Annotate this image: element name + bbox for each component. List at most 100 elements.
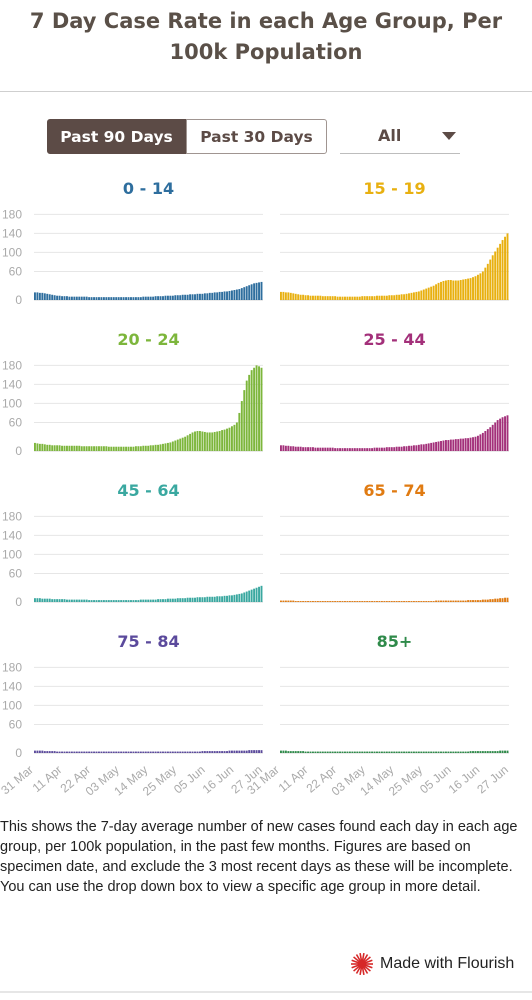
bar <box>331 751 334 753</box>
bar <box>253 283 256 300</box>
y-tick-label: 0 <box>15 595 22 609</box>
bar <box>66 445 68 451</box>
bar <box>56 599 59 602</box>
bar <box>159 599 162 602</box>
flourish-logo-icon <box>351 953 373 975</box>
bar <box>152 599 155 602</box>
bar <box>125 600 128 602</box>
bar <box>435 284 438 300</box>
bar <box>287 445 290 451</box>
bar <box>403 294 406 300</box>
bar <box>312 601 314 602</box>
bar <box>186 751 189 753</box>
bar <box>226 428 228 451</box>
bar <box>174 751 177 753</box>
bar <box>299 601 302 602</box>
bar <box>331 447 334 451</box>
bar <box>420 751 423 753</box>
bar <box>412 751 415 753</box>
bar <box>179 295 182 300</box>
bar <box>417 601 420 602</box>
bar <box>95 446 98 451</box>
bar <box>117 751 120 753</box>
bar <box>297 446 300 451</box>
bar <box>196 751 199 753</box>
bar <box>51 445 54 451</box>
bar <box>383 447 386 451</box>
bar <box>117 600 120 602</box>
bar <box>348 601 351 602</box>
bar <box>171 598 174 602</box>
bar <box>36 443 39 451</box>
y-tick-label: 180 <box>2 660 22 674</box>
bar <box>139 297 142 300</box>
made-with-flourish-link[interactable]: Made with Flourish <box>350 952 514 976</box>
bar <box>351 601 354 602</box>
bar <box>206 596 209 602</box>
age-group-dropdown[interactable]: All <box>340 119 460 154</box>
bar <box>358 448 361 451</box>
bar <box>452 439 455 451</box>
bar <box>221 291 224 300</box>
bar <box>102 446 105 451</box>
bar <box>230 290 233 300</box>
bar <box>48 751 51 753</box>
bar <box>243 592 246 602</box>
bar <box>203 597 206 602</box>
bar <box>70 296 73 300</box>
bar <box>464 600 467 602</box>
bar <box>307 751 309 753</box>
bar <box>425 443 428 451</box>
bar <box>304 447 307 451</box>
x-tick-label: 11 Apr <box>30 763 65 795</box>
bar <box>169 442 172 451</box>
past-30-days-button[interactable]: Past 30 Days <box>186 119 327 154</box>
bar <box>189 433 192 451</box>
bar <box>174 598 177 602</box>
bar <box>449 439 452 451</box>
bar <box>75 751 78 753</box>
bar <box>213 292 216 300</box>
bar <box>154 751 157 753</box>
bar <box>147 296 150 300</box>
bar <box>346 296 349 300</box>
bar <box>449 280 452 300</box>
bar <box>157 751 160 753</box>
bar <box>189 751 192 753</box>
bar <box>63 751 66 753</box>
bar <box>334 296 337 300</box>
bar <box>117 446 120 451</box>
bar <box>339 751 342 753</box>
bar <box>462 279 465 300</box>
bar <box>176 295 179 300</box>
bar <box>447 440 450 451</box>
bar <box>395 751 398 753</box>
y-tick-label: 100 <box>2 698 22 712</box>
bar <box>331 601 334 602</box>
bar <box>206 293 209 300</box>
bar <box>248 374 251 451</box>
bar <box>61 751 63 753</box>
bar <box>43 293 46 300</box>
bar <box>469 751 472 753</box>
bar <box>122 446 125 451</box>
bar <box>48 444 51 451</box>
bar <box>368 751 371 753</box>
past-90-days-button[interactable]: Past 90 Days <box>47 119 186 154</box>
bar <box>171 751 174 753</box>
bar <box>284 750 287 753</box>
bar <box>166 295 169 300</box>
bar <box>34 442 36 451</box>
bar <box>68 599 71 602</box>
bar <box>245 380 248 451</box>
bar <box>41 292 44 300</box>
bar <box>297 601 300 602</box>
bar <box>127 751 130 753</box>
bar <box>348 448 351 451</box>
bar <box>36 292 39 300</box>
bar <box>213 596 216 602</box>
bar <box>376 447 378 451</box>
bar <box>452 751 455 753</box>
bar <box>398 751 401 753</box>
bar <box>83 446 86 451</box>
